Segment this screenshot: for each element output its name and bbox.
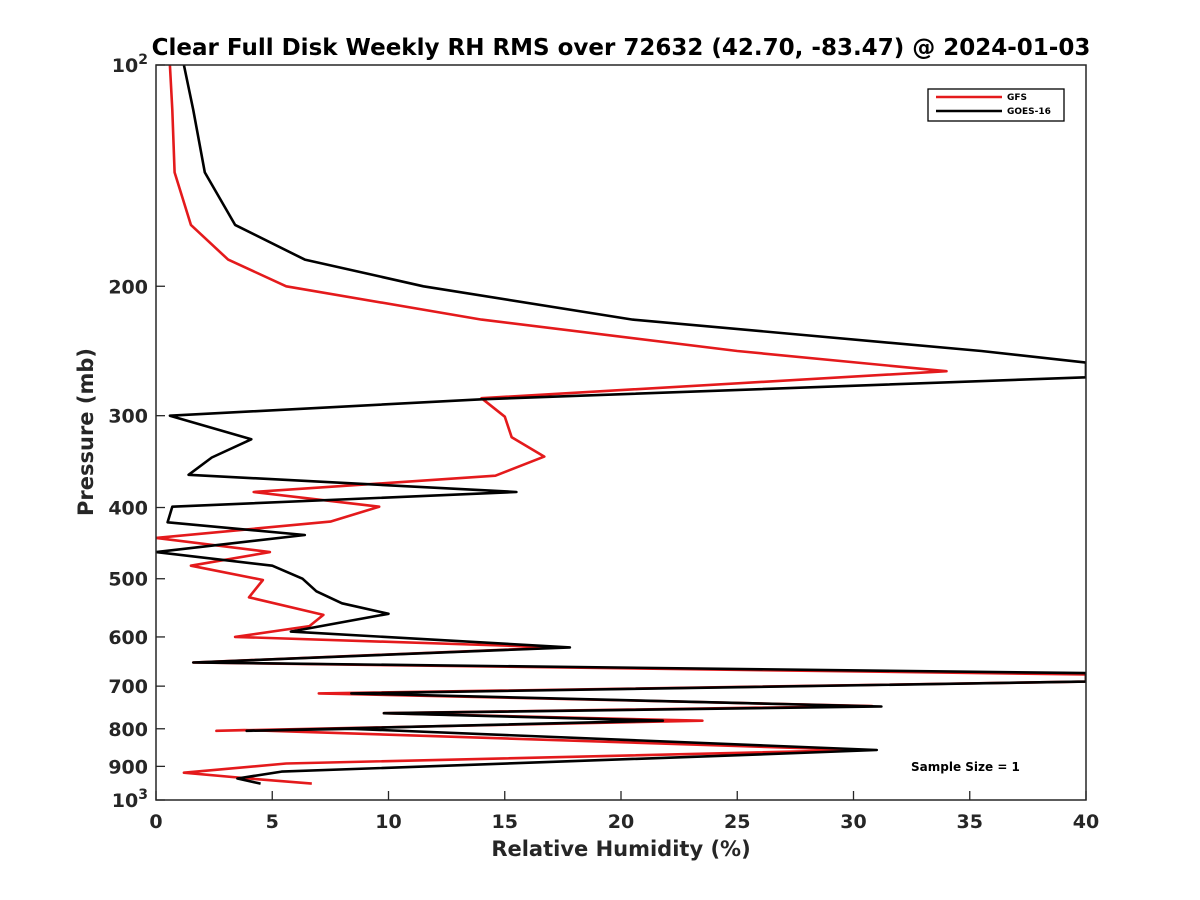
- y-tick-label: 500: [108, 569, 148, 591]
- x-tick-label: 0: [149, 811, 162, 833]
- y-tick-label: 900: [108, 756, 148, 778]
- x-tick-label: 40: [1073, 811, 1099, 833]
- series-line-goes16: [156, 65, 1086, 785]
- x-tick-label: 10: [375, 811, 401, 833]
- y-axis-label: Pressure (mb): [74, 348, 98, 516]
- legend-label-gfs: GFS: [1007, 93, 1027, 103]
- x-tick-label: 35: [957, 811, 983, 833]
- series-line-gfs: [156, 65, 1086, 785]
- x-tick-label: 20: [608, 811, 634, 833]
- legend-box: [927, 88, 1065, 122]
- chart-title: Clear Full Disk Weekly RH RMS over 72632…: [152, 35, 1091, 61]
- y-tick-label: 102: [112, 52, 148, 77]
- y-tick-label: 800: [108, 719, 148, 741]
- y-tick-label: 300: [108, 406, 148, 428]
- x-axis-label: Relative Humidity (%): [491, 837, 750, 861]
- y-tick-label: 400: [108, 498, 148, 520]
- y-tick-label: 700: [108, 676, 148, 698]
- x-axis: 0 5 10 15 20 25 30 35 40: [149, 791, 1099, 833]
- sample-size-annotation: Sample Size = 1: [911, 760, 1020, 774]
- plot-area: [155, 64, 1087, 801]
- legend-label-goes16: GOES-16: [1007, 107, 1051, 117]
- x-tick-label: 25: [724, 811, 750, 833]
- series-layer: [156, 65, 1086, 785]
- x-tick-label: 15: [492, 811, 518, 833]
- y-tick-label: 200: [108, 276, 148, 298]
- y-tick-label: 103: [112, 787, 148, 812]
- x-tick-label: 5: [266, 811, 279, 833]
- x-tick-label: 30: [840, 811, 866, 833]
- legend: GFS GOES-16: [927, 88, 1065, 122]
- y-tick-label: 600: [108, 627, 148, 649]
- y-axis: 102 200 300 400 500 600 700 800 900 103: [108, 52, 165, 812]
